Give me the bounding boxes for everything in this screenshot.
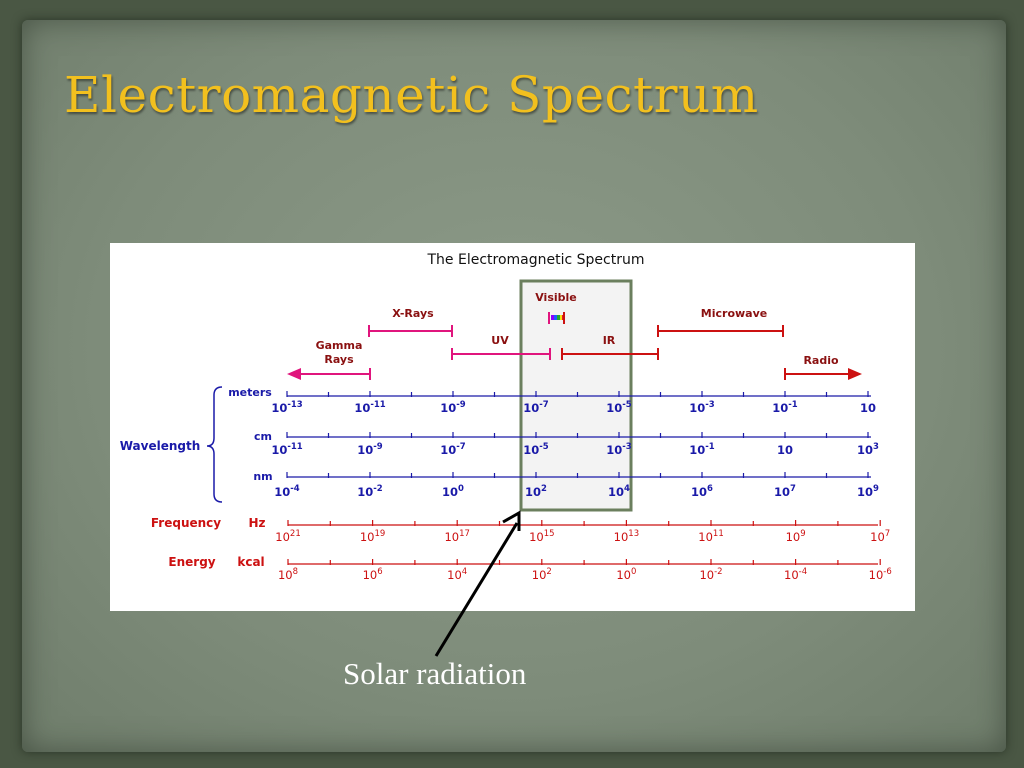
tick-label: 10-5: [523, 442, 549, 457]
tick-label: 10: [860, 401, 876, 415]
band-ir-label: IR: [603, 334, 616, 347]
band-gamma-label-1: Gamma: [316, 339, 363, 352]
tick-label: 10-13: [271, 400, 302, 415]
tick-label: 104: [447, 567, 467, 582]
tick-label: 10-1: [772, 400, 798, 415]
tick-label: 10-9: [357, 442, 383, 457]
band-radio-arrow: [848, 368, 862, 380]
tick-label: 10-3: [606, 442, 632, 457]
frequency-unit-label: Hz: [248, 516, 265, 530]
tick-label: 10-6: [869, 567, 892, 582]
tick-label: 1013: [614, 529, 639, 544]
slide-title: Electromagnetic Spectrum: [64, 66, 759, 124]
tick-label: 100: [442, 484, 464, 499]
tick-label: 107: [774, 484, 796, 499]
band-ir: IR: [561, 334, 659, 360]
scale-meters: 10-13 10-11 10-9 10-7 10-5 10-3 10-1 10: [271, 391, 876, 415]
band-xray: X-Rays: [368, 307, 453, 337]
tick-label: 10-7: [440, 442, 466, 457]
cm-unit-label: cm: [254, 430, 272, 443]
tick-label: 100: [616, 567, 636, 582]
tick-label: 104: [608, 484, 630, 499]
scale-energy: 108 106 104 102 100 10-2 10-4 10-6: [278, 559, 892, 582]
spectrum-diagram: The Electromagnetic Spectrum Gamma Rays …: [110, 243, 915, 611]
band-microwave: Microwave: [657, 307, 784, 337]
visible-rainbow-violet: [551, 315, 554, 320]
band-gamma-arrow: [287, 368, 301, 380]
tick-label: 106: [363, 567, 383, 582]
tick-label: 1015: [529, 529, 554, 544]
tick-label: 10: [777, 443, 793, 457]
visible-rainbow-blue: [554, 315, 557, 320]
wavelength-label: Wavelength: [120, 439, 201, 453]
tick-label: 109: [857, 484, 879, 499]
spectrum-diagram-svg: The Electromagnetic Spectrum Gamma Rays …: [120, 252, 892, 582]
tick-label: 10-3: [689, 400, 715, 415]
meters-unit-label: meters: [228, 386, 272, 399]
band-gamma-label-2: Rays: [324, 353, 354, 366]
band-microwave-label: Microwave: [701, 307, 767, 320]
band-gamma: Gamma Rays: [287, 339, 371, 380]
band-visible-label: Visible: [535, 291, 577, 304]
tick-label: 102: [532, 567, 552, 582]
tick-label: 1021: [275, 529, 300, 544]
tick-label: 103: [857, 442, 879, 457]
tick-label: 10-11: [271, 442, 302, 457]
nm-unit-label: nm: [253, 470, 272, 483]
diagram-title: The Electromagnetic Spectrum: [427, 252, 645, 268]
frequency-label: Frequency: [151, 516, 221, 530]
solar-radiation-caption: Solar radiation: [343, 656, 527, 691]
wavelength-brace: [206, 386, 223, 503]
scale-cm: 10-11 10-9 10-7 10-5 10-3 10-1 10 103: [271, 432, 879, 457]
energy-label: Energy: [168, 555, 215, 569]
energy-unit-label: kcal: [237, 555, 264, 569]
tick-label: 10-5: [606, 400, 632, 415]
visible-rainbow-green: [557, 315, 560, 320]
band-radio-label: Radio: [803, 354, 839, 367]
tick-label: 1017: [444, 529, 469, 544]
tick-label: 10-1: [689, 442, 715, 457]
tick-label: 10-4: [274, 484, 300, 499]
tick-label: 107: [870, 529, 890, 544]
band-xray-label: X-Rays: [392, 307, 434, 320]
tick-label: 10-11: [354, 400, 385, 415]
scale-frequency: 1021 1019 1017 1015 1013 1011 109 107: [275, 520, 890, 544]
scale-nm: 10-4 10-2 100 102 104 106 107 109: [274, 472, 879, 499]
band-visible: Visible: [535, 291, 577, 324]
tick-label: 1011: [698, 529, 723, 544]
tick-label: 109: [786, 529, 806, 544]
tick-label: 10-9: [440, 400, 466, 415]
band-uv: UV: [451, 334, 551, 360]
tick-label: 10-2: [699, 567, 722, 582]
band-radio: Radio: [784, 354, 862, 380]
tick-label: 102: [525, 484, 547, 499]
tick-label: 10-2: [357, 484, 383, 499]
tick-label: 10-7: [523, 400, 549, 415]
tick-label: 10-4: [784, 567, 807, 582]
tick-label: 1019: [360, 529, 385, 544]
visible-rainbow-yellow: [560, 315, 562, 320]
band-uv-label: UV: [491, 334, 509, 347]
tick-label: 106: [691, 484, 713, 499]
tick-label: 108: [278, 567, 298, 582]
